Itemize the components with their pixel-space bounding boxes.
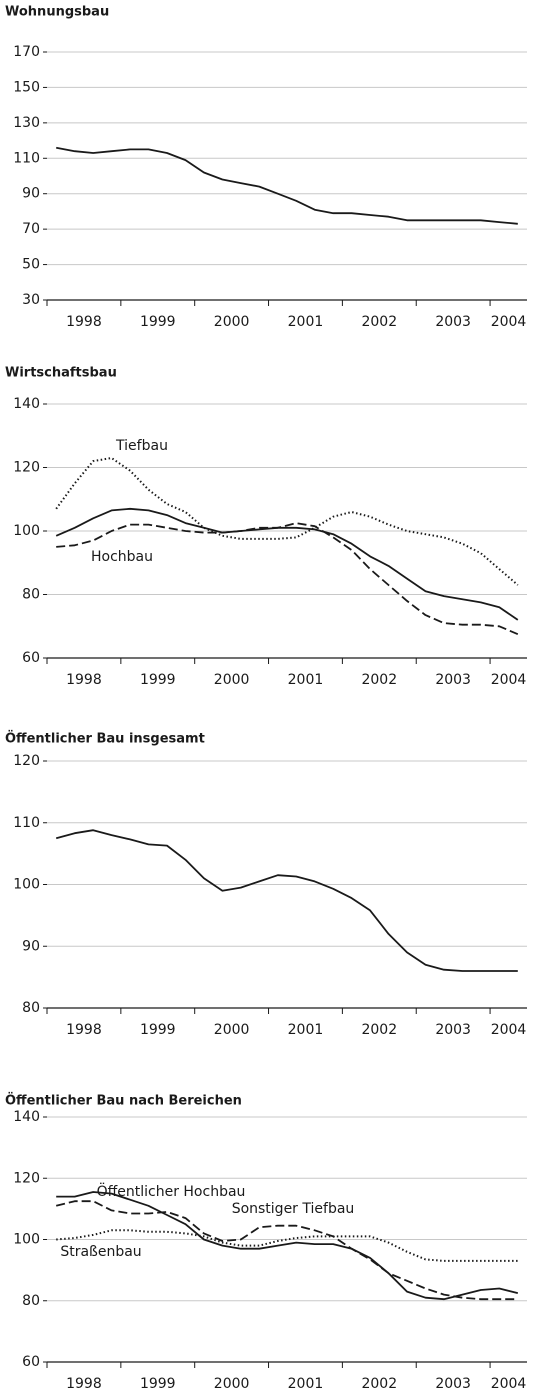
series-line [56, 1229, 518, 1262]
y-tick-label: 100 [13, 877, 40, 893]
y-tick-label: 140 [13, 1109, 40, 1125]
x-tick-label: 2001 [288, 314, 324, 330]
x-tick-label: 2003 [435, 1022, 471, 1038]
x-tick-label: 2003 [435, 314, 471, 330]
y-tick-label: 80 [22, 1000, 40, 1016]
y-tick-label: 70 [22, 221, 40, 237]
x-tick-label: 2002 [361, 672, 397, 688]
y-tick-label: 50 [22, 257, 40, 273]
y-tick-label: 80 [22, 587, 40, 603]
x-tick-label: 1998 [66, 672, 102, 688]
series-label: Tiefbau [115, 438, 168, 454]
x-tick-label: 1998 [66, 314, 102, 330]
series-label: Hochbau [91, 549, 153, 565]
y-tick-label: 120 [13, 460, 40, 476]
y-tick-label: 130 [13, 115, 40, 131]
x-tick-label: 2000 [214, 1022, 250, 1038]
x-tick-label: 2001 [288, 1376, 324, 1392]
x-tick-label: 2002 [361, 314, 397, 330]
y-tick-label: 120 [13, 1170, 40, 1186]
series-label: Straßenbau [60, 1244, 141, 1260]
chart-title: Öffentlicher Bau nach Bereichen [5, 1093, 242, 1109]
x-tick-label: 1999 [140, 1022, 176, 1038]
x-tick-label: 1998 [66, 1376, 102, 1392]
series-line [56, 1191, 519, 1301]
y-tick-label: 80 [22, 1293, 40, 1309]
series-label: Öffentlicher Hochbau [97, 1182, 246, 1200]
x-tick-label: 2003 [435, 1376, 471, 1392]
series-label: Sonstiger Tiefbau [232, 1201, 355, 1217]
x-tick-label: 2000 [214, 314, 250, 330]
y-tick-label: 110 [13, 150, 40, 166]
y-tick-label: 90 [22, 186, 40, 202]
y-tick-label: 100 [13, 1232, 40, 1248]
x-tick-label: 2001 [288, 1022, 324, 1038]
y-tick-label: 150 [13, 79, 40, 95]
x-tick-label: 2004 [491, 1022, 527, 1038]
x-tick-label: 2004 [491, 672, 527, 688]
series-line [56, 522, 519, 636]
y-tick-label: 140 [13, 396, 40, 412]
x-tick-label: 2000 [214, 672, 250, 688]
x-tick-label: 2002 [361, 1022, 397, 1038]
x-tick-label: 1998 [66, 1022, 102, 1038]
chart-title: Wirtschaftsbau [5, 366, 117, 381]
y-tick-label: 90 [22, 938, 40, 954]
y-tick-label: 100 [13, 523, 40, 539]
series-line [56, 146, 518, 225]
x-tick-label: 2001 [288, 672, 324, 688]
x-tick-label: 1999 [140, 1376, 176, 1392]
x-tick-label: 2004 [491, 1376, 527, 1392]
y-tick-label: 110 [13, 815, 40, 831]
x-tick-label: 2004 [491, 314, 527, 330]
x-tick-label: 1999 [140, 672, 176, 688]
x-tick-label: 2002 [361, 1376, 397, 1392]
series-line [55, 829, 518, 972]
x-tick-label: 2000 [214, 1376, 250, 1392]
series-line [55, 507, 519, 621]
chart-title: Öffentlicher Bau insgesamt [5, 731, 205, 747]
series-line [55, 1200, 518, 1301]
y-tick-label: 60 [22, 650, 40, 666]
y-tick-label: 30 [22, 292, 40, 308]
x-tick-label: 1999 [140, 314, 176, 330]
y-tick-label: 170 [13, 44, 40, 60]
x-tick-label: 2003 [435, 672, 471, 688]
y-tick-label: 120 [13, 753, 40, 769]
series-line [55, 457, 519, 586]
chart-title: Wohnungsbau [5, 5, 109, 20]
y-tick-label: 60 [22, 1354, 40, 1370]
